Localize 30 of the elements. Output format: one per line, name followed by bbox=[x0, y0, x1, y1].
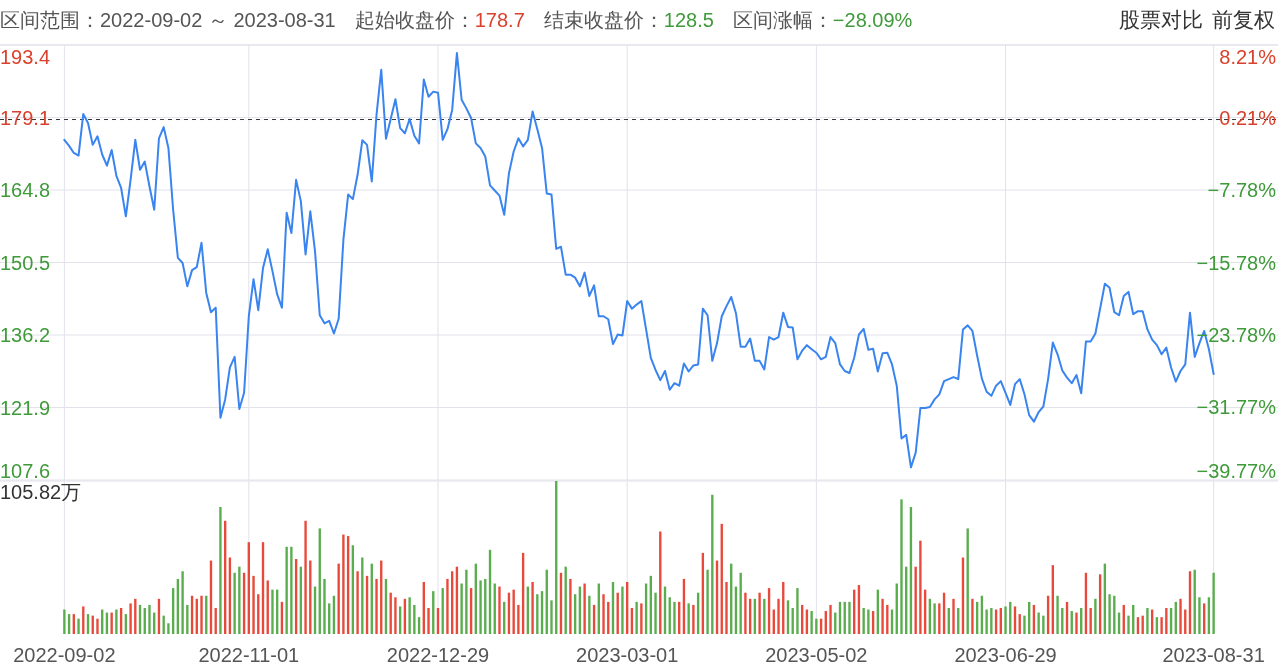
text: 起始收盘价： bbox=[354, 9, 475, 31]
annotation: 105.82万 bbox=[0, 481, 82, 503]
y2-tick-label: 0.21% bbox=[1219, 106, 1277, 129]
x-tick-label: 2023-05-02 bbox=[765, 644, 868, 666]
text: −28.09% bbox=[832, 9, 913, 31]
chart-title: 区间范围：2022-09-02 ～ 2023-08-31 bbox=[0, 9, 336, 31]
text: 股票对比 bbox=[1119, 8, 1203, 31]
y2-tick-label: −39.77% bbox=[1196, 460, 1277, 482]
x-tick-label: 2023-06-29 bbox=[954, 644, 1057, 666]
y-tick-label: 179.1 bbox=[0, 106, 51, 129]
y-tick-label: 193.4 bbox=[0, 46, 51, 68]
y2-tick-label: −31.77% bbox=[1196, 396, 1277, 419]
x-tick-label: 2022-12-29 bbox=[386, 644, 490, 666]
x-tick-label: 2023-03-01 bbox=[576, 644, 679, 666]
y-tick-label: 121.9 bbox=[0, 396, 51, 419]
text: 区间涨幅： bbox=[732, 9, 833, 31]
y-tick-label: 136.2 bbox=[0, 324, 51, 346]
y-tick-label: 150.5 bbox=[0, 251, 51, 274]
y2-tick-label: 8.21% bbox=[1219, 46, 1277, 68]
text: 178.7 bbox=[474, 9, 525, 31]
text: 结束收盘价： bbox=[543, 9, 664, 31]
text: 128.5 bbox=[663, 9, 714, 31]
y2-tick-label: −7.78% bbox=[1207, 178, 1277, 201]
y-tick-label: 107.6 bbox=[0, 460, 51, 482]
x-tick-label: 2022-11-01 bbox=[198, 644, 300, 666]
text: 前复权 bbox=[1212, 8, 1275, 31]
x-tick-label: 2023-08-31 bbox=[1162, 644, 1265, 666]
x-tick-label: 2022-09-02 bbox=[13, 644, 116, 666]
y-tick-label: 164.8 bbox=[0, 179, 51, 201]
y2-tick-label: −15.78% bbox=[1196, 251, 1277, 274]
